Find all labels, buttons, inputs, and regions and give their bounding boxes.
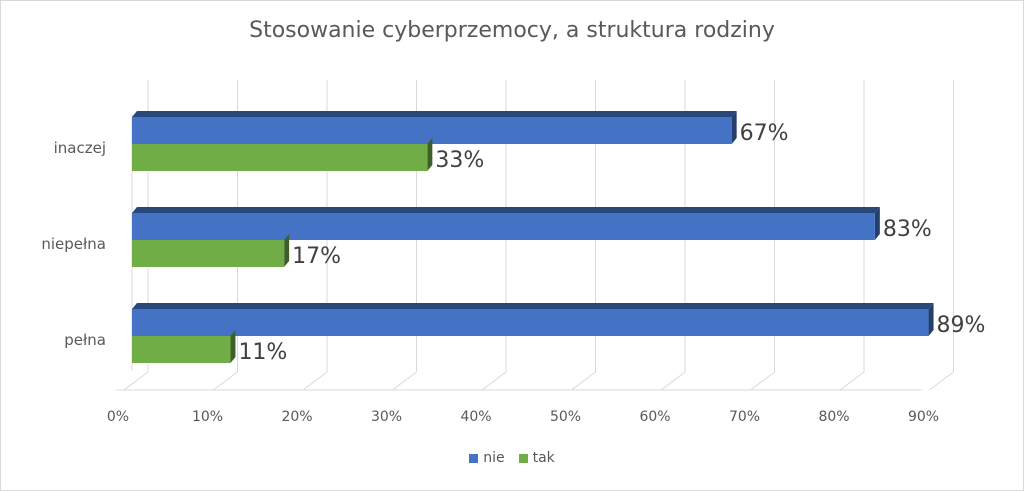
bar-nie-pełna [132, 309, 929, 336]
legend-label-tak: tak [532, 450, 555, 466]
gridline-depth [571, 371, 596, 391]
data-label: 89% [937, 313, 986, 338]
chart-title: Stosowanie cyberprzemocy, a struktura ro… [249, 18, 775, 43]
bar-top-face [132, 111, 737, 117]
chart-legend: nie tak [0, 450, 1024, 466]
y-category-label: niepełna [41, 235, 106, 253]
bar-tak-niepełna [132, 240, 285, 267]
x-tick-label: 10% [192, 409, 223, 425]
y-category-label: inaczej [54, 139, 106, 157]
data-label: 11% [238, 340, 287, 365]
bar-side-face [928, 303, 934, 336]
legend-swatch-nie [469, 453, 479, 463]
gridline-depth [302, 371, 328, 391]
x-tick-label: 50% [550, 409, 581, 425]
x-tick-label: 60% [639, 409, 670, 425]
bar-tak-pełna [132, 336, 231, 363]
x-tick-label: 70% [729, 409, 760, 425]
data-label: 17% [292, 244, 341, 269]
x-tick-label: 20% [281, 409, 312, 425]
bar-nie-niepełna [132, 213, 875, 240]
bar-tak-inaczej [132, 144, 428, 171]
gridline-depth [392, 371, 417, 391]
x-tick-label: 80% [818, 409, 849, 425]
gridline-depth [839, 371, 865, 391]
bar-top-face [132, 207, 880, 213]
bar-side-face [427, 138, 433, 171]
bar-side-face [874, 207, 880, 240]
bar-side-face [230, 330, 236, 363]
gridline-depth [660, 371, 686, 391]
x-tick-label: 0% [107, 409, 129, 425]
y-category-label: pełna [64, 331, 106, 349]
bar-side-face [731, 111, 737, 144]
legend-label-nie: nie [483, 450, 505, 466]
data-label: 33% [435, 148, 484, 173]
bar-top-face [132, 303, 934, 309]
x-tick-label: 90% [908, 409, 939, 425]
gridline-depth [929, 371, 954, 391]
gridline-depth [750, 371, 775, 391]
gridline-depth [481, 371, 507, 391]
gridline-depth [123, 371, 149, 391]
legend-item-tak: tak [518, 450, 555, 466]
gridline-depth [213, 371, 238, 391]
x-tick-label: 30% [371, 409, 402, 425]
legend-item-nie: nie [469, 450, 505, 466]
legend-swatch-tak [518, 453, 528, 463]
bar-side-face [284, 234, 290, 267]
x-tick-label: 40% [460, 409, 491, 425]
data-label: 83% [883, 217, 932, 242]
data-label: 67% [740, 121, 789, 146]
